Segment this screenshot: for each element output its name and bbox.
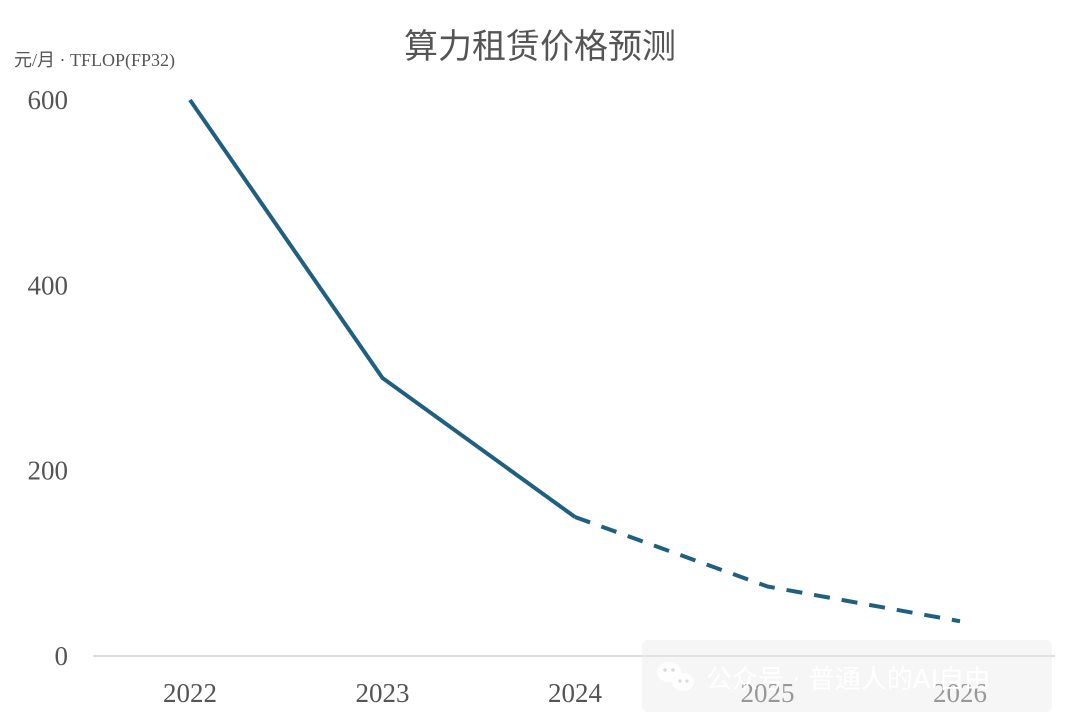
- x-tick-label: 2022: [163, 678, 217, 708]
- series-line-actual: [188, 98, 577, 519]
- x-tick-label: 2023: [356, 678, 410, 708]
- series-line-forecast: [574, 515, 961, 624]
- chart-title: 算力租赁价格预测: [404, 27, 676, 67]
- y-tick-label: 600: [28, 85, 69, 115]
- x-tick-label: 2026: [933, 678, 987, 708]
- y-tick-label: 0: [55, 641, 69, 671]
- series-layer: [188, 98, 961, 624]
- y-axis-unit-label: 元/月 · TFLOP(FP32): [14, 50, 175, 71]
- y-axis-tick-labels: 0 200 400 600: [28, 85, 69, 671]
- watermark: 公众号 · 普通人的AI自由: [642, 640, 1052, 712]
- watermark-text: 公众号 · 普通人的AI自由: [706, 665, 990, 695]
- watermark-background: [642, 640, 1052, 712]
- x-tick-label: 2025: [741, 678, 795, 708]
- y-tick-label: 200: [28, 456, 69, 486]
- wechat-icon: [657, 662, 694, 691]
- y-tick-label: 400: [28, 270, 69, 300]
- x-axis-tick-labels: 2022 2023 2024 2025 2026: [163, 678, 987, 708]
- x-tick-label: 2024: [548, 678, 603, 708]
